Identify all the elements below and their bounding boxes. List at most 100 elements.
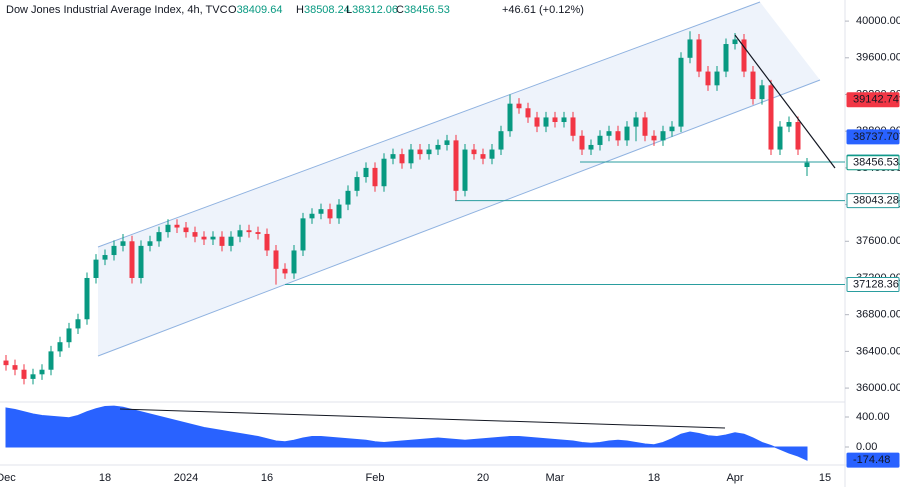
candle-body — [210, 236, 216, 240]
candle-body — [615, 131, 621, 141]
candle-body — [228, 236, 234, 246]
candle-body — [66, 328, 72, 343]
price-label: 39142.74 — [853, 94, 899, 106]
header-field-value: 38508.24 — [304, 4, 350, 16]
level-label-box — [846, 277, 900, 293]
candle-body — [489, 149, 495, 159]
candle-body — [579, 135, 585, 150]
candle-body — [12, 365, 18, 370]
candle-body — [399, 154, 405, 164]
candle-body — [201, 236, 207, 240]
candle-body — [588, 144, 594, 150]
candle-body — [507, 103, 513, 132]
candle-body — [93, 259, 99, 278]
candle-body — [516, 103, 522, 109]
price-label-box — [846, 129, 900, 145]
header-field-value: 38312.06 — [352, 4, 398, 16]
candle-body — [300, 218, 306, 251]
candle-body — [723, 44, 729, 72]
candle-body — [363, 167, 369, 178]
candle-body — [390, 154, 396, 159]
header-field-value: 38409.64 — [237, 4, 283, 16]
x-tick-label: 2024 — [174, 472, 198, 484]
candle-body — [345, 190, 351, 205]
candle-body — [183, 227, 189, 233]
candle-body — [696, 39, 702, 72]
candle-body — [624, 126, 630, 141]
candle-body — [120, 241, 126, 246]
header-field-label: C — [396, 4, 404, 16]
header-field-label: L — [346, 4, 352, 16]
candle-body — [354, 177, 360, 191]
candle-body — [75, 319, 81, 329]
candle-body — [255, 232, 261, 234]
candle-body — [291, 250, 297, 274]
candle-body — [732, 39, 738, 45]
candle-body — [237, 230, 243, 237]
candle-body — [534, 117, 540, 127]
candle-body — [3, 360, 9, 366]
candle-body — [102, 255, 108, 260]
header-field-label: H — [296, 4, 304, 16]
candle-body — [372, 167, 378, 187]
candle-body — [282, 268, 288, 274]
candle-body — [381, 158, 387, 187]
candle-body — [759, 85, 765, 100]
candle-body — [138, 245, 144, 278]
x-tick-label: Apr — [726, 472, 743, 484]
candle-body — [57, 342, 63, 352]
candle-body — [408, 149, 414, 164]
candle-body — [174, 224, 180, 228]
candle-body — [561, 117, 567, 123]
candle-body — [786, 122, 792, 127]
candle-body — [39, 369, 45, 375]
candle-body — [480, 154, 486, 159]
x-tick-label: Feb — [366, 472, 385, 484]
y-tick-label: 39600.00 — [856, 52, 900, 64]
candle-body — [750, 71, 756, 100]
candle-body — [543, 117, 549, 127]
candle-body — [129, 241, 135, 278]
candle-body — [768, 85, 774, 150]
candle-body — [264, 233, 270, 251]
header-field: O38409.64 — [228, 4, 282, 16]
candle-body — [804, 162, 810, 168]
candle-body — [30, 374, 36, 379]
channel-upper — [97, 1, 761, 248]
candle-body — [669, 126, 675, 132]
candle-body — [111, 245, 117, 256]
candle-body — [741, 39, 747, 72]
candle-body — [21, 369, 27, 379]
candle-body — [633, 117, 639, 127]
candle-body — [147, 241, 153, 246]
channel-lower — [97, 79, 821, 357]
candle-body — [525, 108, 531, 118]
header-title: Dow Jones Industrial Average Index, 4h, … — [6, 4, 228, 16]
level-label: 37128.36 — [853, 278, 899, 290]
candle-body — [462, 149, 468, 191]
x-tick-label: 18 — [99, 472, 111, 484]
candle-body — [642, 117, 648, 136]
x-tick-label: 20 — [477, 472, 489, 484]
candle-body — [453, 140, 459, 191]
oscillator-last-label: -174.48 — [853, 454, 890, 466]
candle-body — [471, 149, 477, 155]
candle-body — [273, 250, 279, 269]
y-tick-label: 36400.00 — [856, 345, 900, 357]
candle-body — [84, 277, 90, 320]
oscillator-tick-label: 400.00 — [856, 411, 890, 423]
candle-body — [336, 204, 342, 219]
candle-body — [444, 140, 450, 145]
candle-body — [48, 351, 54, 370]
header-field: H38508.24 — [296, 4, 350, 16]
y-tick-label: 37600.00 — [856, 235, 900, 247]
x-tick-label: 15 — [819, 472, 831, 484]
trend-line — [734, 34, 836, 169]
y-tick-label: 36800.00 — [856, 309, 900, 321]
candle-body — [417, 149, 423, 155]
price-label-box — [846, 92, 900, 108]
candle-body — [795, 122, 801, 150]
candle-body — [309, 213, 315, 219]
header-field-label: O — [228, 4, 237, 16]
